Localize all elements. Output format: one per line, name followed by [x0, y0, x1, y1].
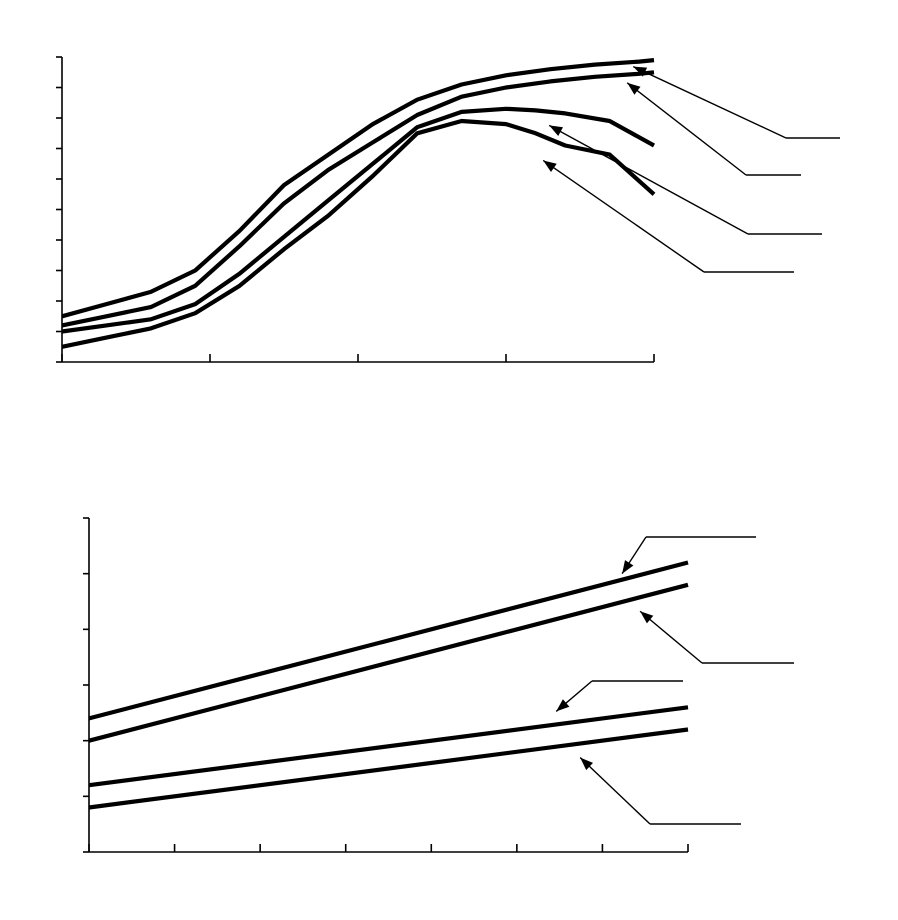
- series-line-1: [61, 58, 655, 319]
- series-line-1: [88, 560, 689, 721]
- series-line-2: [88, 582, 689, 743]
- leader-line-4: [579, 757, 651, 825]
- arrowhead-2: [640, 611, 654, 624]
- leader-line-3: [548, 124, 749, 235]
- series-line-3: [88, 705, 689, 788]
- arrowhead-1: [633, 66, 648, 77]
- leader-line-2: [626, 82, 747, 176]
- series-line-3: [61, 106, 656, 334]
- arrowhead-3: [556, 699, 570, 712]
- series-line-4: [61, 118, 656, 349]
- bottom-line-chart: [83, 517, 794, 853]
- series-line-4: [88, 727, 689, 810]
- arrowhead-4: [580, 757, 593, 771]
- arrowhead-3: [549, 125, 563, 136]
- arrowhead-2: [627, 82, 641, 95]
- leader-line-2: [639, 610, 703, 664]
- arrowhead-4: [543, 160, 557, 172]
- arrowhead-1: [622, 560, 634, 574]
- leader-line-1: [632, 65, 787, 139]
- top-line-chart: [56, 56, 840, 363]
- series-line-2: [61, 70, 655, 328]
- leader-line-4: [542, 159, 705, 273]
